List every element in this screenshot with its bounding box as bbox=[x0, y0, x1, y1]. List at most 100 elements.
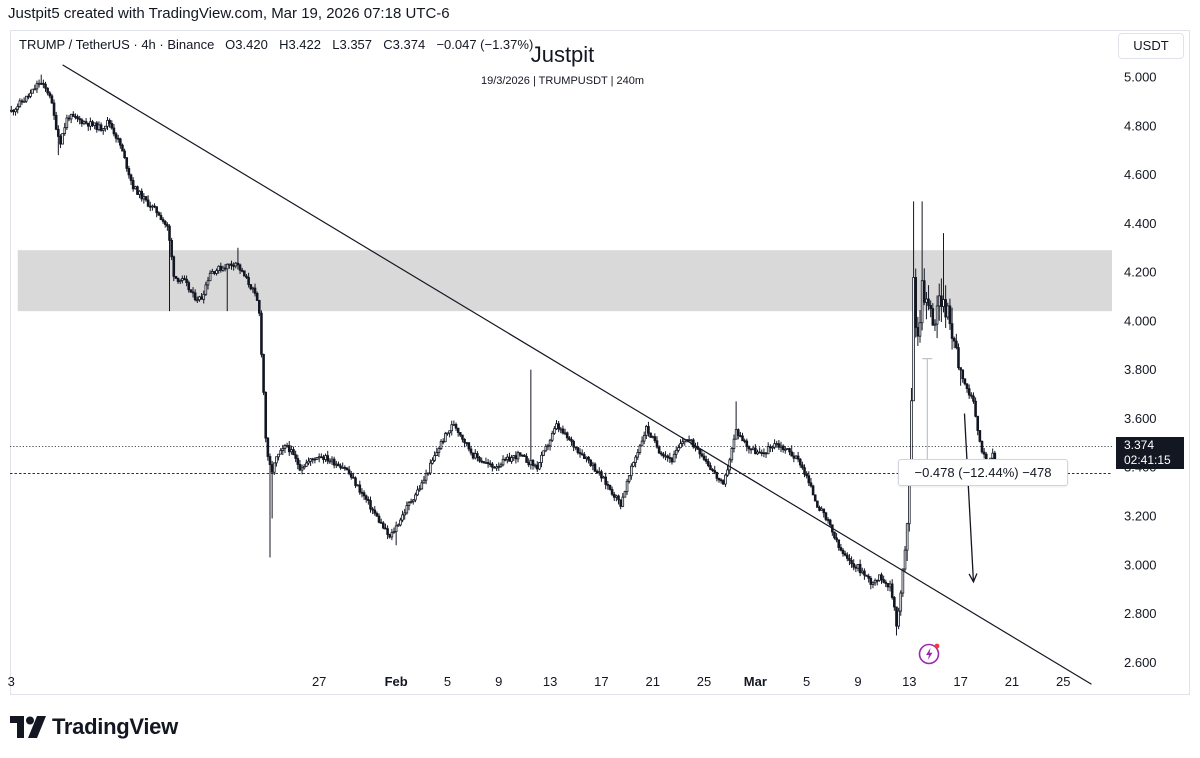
candle-body bbox=[659, 452, 663, 455]
candle-body bbox=[837, 539, 841, 548]
candle-body bbox=[67, 117, 71, 120]
candle-body bbox=[503, 458, 507, 461]
candle-body bbox=[841, 549, 845, 555]
candle-body bbox=[251, 287, 255, 290]
candle-body bbox=[18, 100, 22, 107]
candle-body bbox=[965, 383, 969, 390]
candle-body bbox=[35, 83, 39, 90]
candle-body bbox=[568, 437, 571, 440]
price-tick-label: 4.000 bbox=[1124, 313, 1157, 328]
candle-body bbox=[617, 495, 620, 501]
price-tick-label: 3.000 bbox=[1124, 557, 1157, 572]
candle-body bbox=[529, 459, 533, 466]
candle-body bbox=[121, 144, 124, 152]
candle-body bbox=[741, 435, 744, 442]
candle-body bbox=[91, 121, 94, 126]
candle-body bbox=[228, 263, 231, 266]
candle-body bbox=[574, 446, 578, 449]
candle-body bbox=[734, 429, 738, 440]
candle-body bbox=[557, 423, 560, 430]
candle-body bbox=[604, 476, 607, 485]
candle-body bbox=[531, 459, 535, 466]
lightning-icon[interactable] bbox=[918, 642, 942, 666]
candle-body bbox=[555, 423, 558, 430]
candle-body bbox=[523, 454, 526, 457]
time-tick-label: 17 bbox=[594, 674, 608, 689]
candle-body bbox=[878, 574, 881, 581]
candle-body bbox=[715, 471, 719, 479]
candle-body bbox=[739, 435, 742, 437]
currency-button[interactable]: USDT bbox=[1118, 33, 1184, 59]
candle-body bbox=[144, 196, 148, 201]
candle-body bbox=[198, 296, 201, 301]
candle-body bbox=[108, 119, 111, 124]
candle-body bbox=[223, 267, 227, 270]
candle-body bbox=[670, 457, 674, 463]
candle-body bbox=[424, 473, 428, 481]
candle-body bbox=[822, 508, 826, 514]
candle-body bbox=[29, 92, 32, 97]
candle-body bbox=[625, 480, 629, 493]
candle-body bbox=[84, 121, 88, 124]
candle-body bbox=[448, 430, 451, 434]
candle-body bbox=[689, 439, 693, 442]
candle-body bbox=[360, 491, 364, 494]
candle-body bbox=[486, 462, 490, 465]
candle-body bbox=[407, 502, 411, 506]
candle-body bbox=[225, 263, 229, 270]
candle-body bbox=[95, 122, 99, 131]
candle-body bbox=[653, 436, 657, 442]
candle-body bbox=[950, 323, 954, 339]
candle-body bbox=[71, 113, 75, 117]
forecast-arrow bbox=[963, 413, 975, 582]
candle-body bbox=[786, 448, 789, 450]
candle-body bbox=[202, 293, 206, 300]
candle-body bbox=[570, 439, 573, 442]
candle-body bbox=[463, 438, 466, 444]
candle-body bbox=[905, 523, 909, 551]
candle-body bbox=[916, 327, 920, 337]
candle-body bbox=[281, 448, 285, 451]
candle-body bbox=[732, 438, 736, 449]
candle-body bbox=[373, 509, 377, 514]
candle-body bbox=[187, 282, 191, 291]
candle-body bbox=[890, 583, 894, 598]
symbol-legend[interactable]: TRUMP / TetherUS · 4h · Binance O3.420 H… bbox=[19, 37, 533, 52]
candle-body bbox=[839, 547, 843, 551]
candle-body bbox=[974, 400, 977, 417]
candle-body bbox=[435, 452, 439, 456]
candle-body bbox=[401, 514, 404, 521]
candle-body bbox=[863, 570, 866, 576]
price-tick-label: 2.800 bbox=[1124, 606, 1157, 621]
candle-body bbox=[106, 119, 109, 127]
candle-body bbox=[371, 508, 374, 511]
candle-body bbox=[48, 92, 52, 97]
time-tick-label: 9 bbox=[854, 674, 861, 689]
candle-body bbox=[818, 506, 821, 511]
candle-body bbox=[540, 454, 543, 463]
candle-body bbox=[520, 454, 524, 457]
tradingview-logo[interactable]: TradingView bbox=[10, 714, 178, 740]
candle-body bbox=[382, 522, 385, 529]
candle-body bbox=[961, 369, 965, 380]
candle-body bbox=[24, 95, 28, 102]
candle-body bbox=[580, 453, 584, 456]
candle-body bbox=[788, 448, 791, 453]
candle-body bbox=[163, 221, 167, 225]
candle-body bbox=[183, 278, 186, 280]
candle-body bbox=[217, 265, 220, 271]
candle-body bbox=[535, 464, 539, 470]
candle-body bbox=[955, 340, 958, 349]
candle-body bbox=[272, 462, 276, 473]
candle-body bbox=[157, 212, 161, 216]
candle-body bbox=[20, 100, 24, 103]
candle-body bbox=[544, 445, 548, 452]
candle-body bbox=[559, 428, 563, 431]
candle-body bbox=[364, 495, 368, 500]
candle-body bbox=[771, 446, 774, 449]
candle-body bbox=[334, 463, 338, 466]
candle-body bbox=[585, 456, 588, 459]
time-tick-label: Mar bbox=[744, 674, 767, 689]
candle-body bbox=[651, 436, 655, 439]
